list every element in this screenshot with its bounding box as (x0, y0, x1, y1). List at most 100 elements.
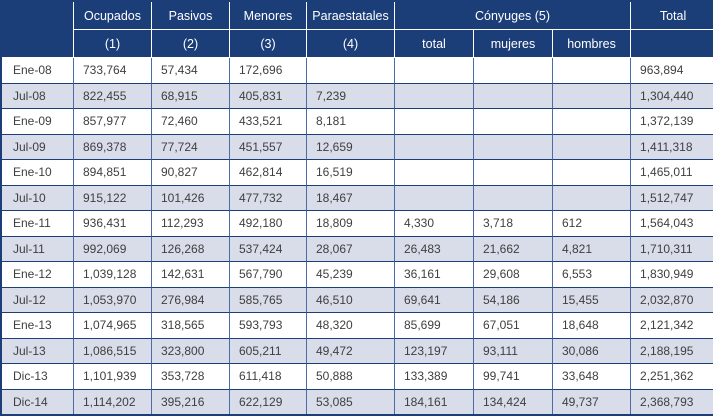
table-cell: 733,764 (74, 58, 152, 84)
table-cell (553, 160, 632, 186)
table-cell: 1,053,970 (74, 287, 152, 313)
table-cell: 21,662 (474, 236, 553, 262)
col-header-pasivos: Pasivos (152, 2, 230, 30)
table-cell: 2,368,793 (631, 389, 713, 414)
table-cell: 857,977 (74, 109, 152, 135)
table-cell: 133,389 (395, 364, 474, 390)
table-cell: 49,737 (553, 389, 632, 414)
col-subheader-total-blank (631, 30, 713, 58)
row-period-label: Jul-13 (2, 338, 74, 364)
table-cell: 1,512,747 (631, 185, 713, 211)
table-cell: 585,765 (230, 287, 307, 313)
table-cell: 3,718 (474, 211, 553, 237)
table-cell: 2,121,342 (631, 313, 713, 339)
row-period-label: Ene-10 (2, 160, 74, 186)
table-cell: 936,431 (74, 211, 152, 237)
table-cell: 184,161 (395, 389, 474, 414)
row-period-label: Ene-13 (2, 313, 74, 339)
table-cell: 68,915 (152, 83, 230, 109)
table-cell: 2,251,362 (631, 364, 713, 390)
col-subheader-paraestatales: (4) (307, 30, 395, 58)
table-cell: 4,330 (395, 211, 474, 237)
table-row: Ene-11 936,431 112,293 492,180 18,809 4,330 3,… (2, 211, 713, 237)
table-row: Ene-08 733,764 57,434 172,696 963,894 (2, 58, 713, 84)
table-cell: 6,553 (553, 262, 632, 288)
table-cell: 16,519 (307, 160, 395, 186)
table-cell: 142,631 (152, 262, 230, 288)
table-row: Dic-13 1,101,939 353,728 611,418 50,888 133,3… (2, 364, 713, 390)
table-cell: 1,039,128 (74, 262, 152, 288)
table-cell: 622,129 (230, 389, 307, 414)
table-row: Jul-08 822,455 68,915 405,831 7,239 1,304,440 (2, 83, 713, 109)
table-cell: 7,239 (307, 83, 395, 109)
table-cell: 353,728 (152, 364, 230, 390)
table-cell: 93,111 (474, 338, 553, 364)
table-cell: 323,800 (152, 338, 230, 364)
table-cell: 50,888 (307, 364, 395, 390)
col-header-ocupados: Ocupados (74, 2, 152, 30)
table-cell: 612 (553, 211, 632, 237)
table-row: Jul-13 1,086,515 323,800 605,211 49,472 123,1… (2, 338, 713, 364)
table-cell: 915,122 (74, 185, 152, 211)
table-cell: 48,320 (307, 313, 395, 339)
table-cell: 123,197 (395, 338, 474, 364)
table-cell (553, 185, 632, 211)
table-cell: 72,460 (152, 109, 230, 135)
table-cell (553, 134, 632, 160)
col-subheader-ocupados: (1) (74, 30, 152, 58)
table-cell (395, 83, 474, 109)
table-cell: 963,894 (631, 58, 713, 84)
table-cell: 477,732 (230, 185, 307, 211)
table-cell: 395,216 (152, 389, 230, 414)
table-cell: 134,424 (474, 389, 553, 414)
table-body: Ene-08 733,764 57,434 172,696 963,894 Jul-08 8… (2, 58, 713, 414)
row-period-label: Ene-11 (2, 211, 74, 237)
table-cell: 1,101,939 (74, 364, 152, 390)
table-cell: 53,085 (307, 389, 395, 414)
row-period-label: Jul-08 (2, 83, 74, 109)
table-cell (474, 83, 553, 109)
table-row: Jul-10 915,122 101,426 477,732 18,467 1,512,7… (2, 185, 713, 211)
table-cell (474, 134, 553, 160)
table-cell: 85,699 (395, 313, 474, 339)
table-cell: 18,648 (553, 313, 632, 339)
table-cell: 1,830,949 (631, 262, 713, 288)
table-row: Jul-12 1,053,970 276,984 585,765 46,510 69,64… (2, 287, 713, 313)
header-row-subs: (1) (2) (3) (4) total mujeres hombres (2, 30, 713, 58)
table-row: Ene-10 894,851 90,827 462,814 16,519 1,465,01… (2, 160, 713, 186)
table-cell: 18,809 (307, 211, 395, 237)
table-cell: 1,304,440 (631, 83, 713, 109)
table-cell: 45,239 (307, 262, 395, 288)
header-row-groups: Ocupados Pasivos Menores Paraestatales C… (2, 2, 713, 58)
table-cell: 1,114,202 (74, 389, 152, 414)
table-cell: 99,741 (474, 364, 553, 390)
table-cell: 172,696 (230, 58, 307, 84)
table-cell: 77,724 (152, 134, 230, 160)
table-cell (553, 109, 632, 135)
table-cell: 33,648 (553, 364, 632, 390)
table-cell (474, 185, 553, 211)
row-period-label: Jul-09 (2, 134, 74, 160)
table-cell (553, 83, 632, 109)
col-header-menores: Menores (230, 2, 307, 30)
table-cell: 405,831 (230, 83, 307, 109)
table-row: Ene-09 857,977 72,460 433,521 8,181 1,372,139 (2, 109, 713, 135)
col-header-conyuges: Cónyuges (5) (395, 2, 632, 30)
table-cell: 992,069 (74, 236, 152, 262)
table-cell: 28,067 (307, 236, 395, 262)
table-cell (395, 185, 474, 211)
table-cell: 1,564,043 (631, 211, 713, 237)
table-cell (474, 58, 553, 84)
corner-header-cell (2, 2, 74, 58)
table-cell: 593,793 (230, 313, 307, 339)
table-cell: 57,434 (152, 58, 230, 84)
table-cell: 101,426 (152, 185, 230, 211)
table-cell: 4,821 (553, 236, 632, 262)
table-cell: 318,565 (152, 313, 230, 339)
table-cell: 894,851 (74, 160, 152, 186)
col-subheader-conyuges-hombres: hombres (553, 30, 632, 58)
table-cell: 29,608 (474, 262, 553, 288)
table-cell (474, 160, 553, 186)
